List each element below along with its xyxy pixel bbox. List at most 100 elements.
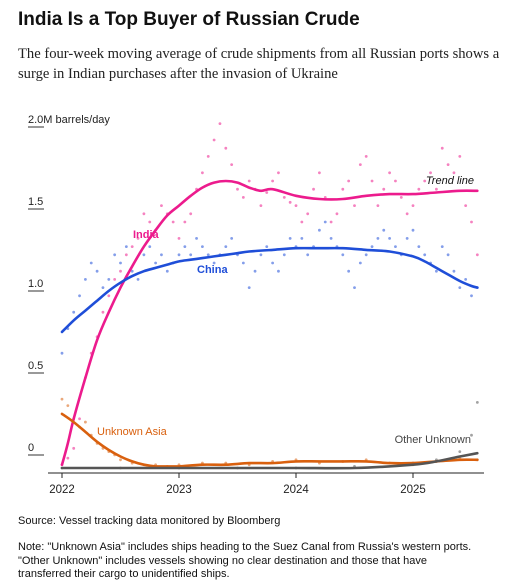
footnote-line: "Other Unknown" includes vessels showing… [18,554,427,567]
x-axis: 2022 2023 2024 2025 [49,473,426,496]
india-point [72,446,76,450]
india-point [358,163,362,167]
india-point [475,253,479,257]
china-point [206,253,210,257]
india-point [364,155,368,158]
india-point [130,245,134,249]
source-note: Source: Vessel tracking data monitored b… [18,515,281,527]
china-point [165,269,169,273]
india-point [259,204,263,208]
china-point [78,294,81,298]
india-point [218,122,222,125]
unknown-asia-point [60,397,64,401]
china-point [148,245,152,249]
china-point [323,220,327,224]
india-point [411,204,415,208]
china-point [318,228,321,232]
china-point [300,237,304,240]
x-tick-label: 2024 [283,484,309,496]
x-tick-label: 2022 [49,484,75,496]
india-point [136,237,140,240]
china-point [72,310,76,314]
china-point [470,294,473,298]
china-point [95,269,99,273]
y-tick-label: 0 [28,442,34,454]
india-point [119,269,122,273]
india-point [318,171,321,175]
china-point [253,269,257,273]
india-point [341,187,345,191]
footnote-line: transferred their cargo to unidentified … [18,568,230,580]
china-point [224,245,228,249]
india-point [300,220,304,224]
series-labels: India China Unknown Asia Other Unknown Trend… [97,175,474,446]
chart-title: India Is a Top Buyer of Russian Crude [18,9,360,30]
china-point [288,237,292,240]
india-point [171,220,175,224]
india-point [440,146,444,150]
china-point [347,269,351,273]
india-point [312,187,315,191]
y-tick-label: 0.5 [28,360,43,372]
china-point [435,269,438,273]
india-point [429,171,432,175]
india-point [113,278,117,281]
china-point [124,245,128,249]
india-point [470,220,473,224]
china-point [271,261,274,265]
china-point [405,237,409,240]
india-label: India [133,229,160,241]
china-point [446,253,450,257]
india-point [370,179,374,183]
y-axis: 0 0.5 1.0 1.5 2.0M barrels/day [28,114,110,456]
india-point [452,171,456,175]
china-point [329,237,333,240]
y-tick-label: 1.5 [28,196,43,208]
china-point [142,253,146,257]
china-point [452,269,456,273]
y-tick-label: 2.0M barrels/day [28,114,110,126]
india-point [335,212,339,216]
india-point [201,171,204,175]
india-point [464,204,468,208]
india-point [399,196,403,199]
unknown-asia-point [119,458,122,462]
india-point [78,417,81,421]
india-point [265,191,269,194]
india-point [224,146,228,150]
footnote: Note: "Unknown Asia" includes ships head… [18,541,518,582]
india-point [458,155,462,158]
china-point [282,253,286,257]
india-point [230,163,234,167]
india-point [329,220,333,224]
china-point [376,237,380,240]
china-point [60,351,64,355]
scatter-points [60,122,479,470]
india-point [347,179,351,183]
china-point [394,245,397,249]
china-point [358,261,362,265]
y-tick-label: 1.0 [28,278,43,290]
china-point [341,253,345,257]
china-point [154,261,158,265]
india-point [271,179,274,183]
china-point [277,269,280,273]
x-tick-label: 2025 [400,484,426,496]
unknown-asia-point [84,420,87,424]
china-point [89,261,93,265]
china-label: China [197,264,228,276]
china-point [417,245,421,249]
india-point [124,253,128,257]
china-point [411,228,415,232]
china-point [136,278,140,281]
unknown-asia-label: Unknown Asia [97,426,168,438]
china-point [458,286,462,289]
china-point [101,286,105,289]
other-unknown-point [475,401,479,404]
china-point [265,245,269,249]
india-point [177,237,181,240]
china-point [353,286,356,289]
x-tick-label: 2023 [166,484,192,496]
china-point [130,269,134,273]
china-point [183,245,187,249]
